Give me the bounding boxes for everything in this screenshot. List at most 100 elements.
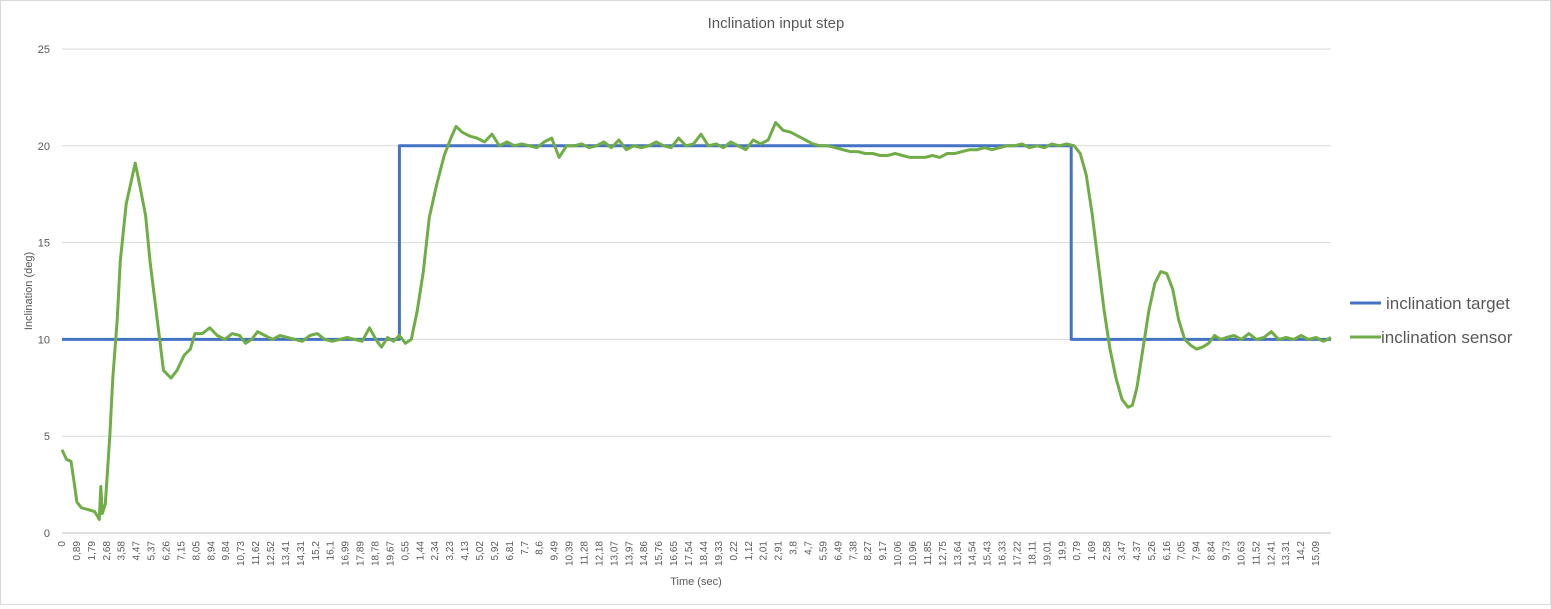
x-tick-label: 10,63 <box>1236 541 1247 566</box>
x-tick-label: 0,55 <box>400 541 411 561</box>
x-tick-label: 4,47 <box>132 541 143 561</box>
x-tick-label: 5,37 <box>147 541 158 561</box>
x-tick-label: 7,05 <box>1177 541 1188 561</box>
x-tick-label: 10,96 <box>908 541 919 566</box>
x-tick-label: 2,34 <box>430 541 441 561</box>
x-tick-label: 8,94 <box>206 541 217 561</box>
x-tick-label: 1,79 <box>87 541 98 561</box>
x-tick-label: 18,78 <box>371 541 382 566</box>
x-tick-label: 13,64 <box>953 541 964 566</box>
x-tick-label: 5,92 <box>490 541 501 561</box>
x-tick-label: 8,27 <box>863 541 874 561</box>
legend: inclination target inclination sensor <box>1350 294 1513 347</box>
x-tick-label: 3,23 <box>445 541 456 561</box>
x-tick-label: 15,76 <box>654 541 665 566</box>
x-tick-label: 3,47 <box>1117 541 1128 561</box>
x-tick-label: 11,62 <box>251 541 262 566</box>
x-tick-label: 2,58 <box>1102 541 1113 561</box>
x-tick-label: 8,05 <box>191 541 202 561</box>
x-tick-label: 16,99 <box>341 541 352 566</box>
gridlines <box>62 48 1331 534</box>
x-tick-label: 12,18 <box>594 541 605 566</box>
x-tick-label: 18,11 <box>1027 541 1038 566</box>
x-tick-label: 6,81 <box>505 541 516 561</box>
x-tick-label: 13,07 <box>609 541 620 566</box>
x-tick-label: 19,67 <box>385 541 396 566</box>
x-tick-label: 10,73 <box>236 541 247 566</box>
series-line-sensor <box>60 121 1332 521</box>
x-tick-label: 13,97 <box>624 541 635 566</box>
x-tick-label: 0,79 <box>1072 541 1083 561</box>
x-tick-label: 12,52 <box>266 541 277 566</box>
x-tick-label: 15,43 <box>983 541 994 566</box>
x-tick-label: 11,28 <box>580 541 591 566</box>
y-tick-label: 10 <box>38 334 50 346</box>
x-tick-label: 6,26 <box>162 541 173 561</box>
x-tick-label: 4,13 <box>460 541 471 561</box>
x-tick-label: 14,2 <box>1296 541 1307 561</box>
x-tick-label: 10,39 <box>565 541 576 566</box>
x-tick-label: 7,7 <box>520 541 531 555</box>
x-tick-label: 0 <box>57 541 68 547</box>
x-tick-label: 13,31 <box>1281 541 1292 566</box>
x-tick-label: 4,7 <box>803 541 814 555</box>
x-tick-label: 9,17 <box>878 541 889 561</box>
x-tick-label: 19,9 <box>1057 541 1068 561</box>
x-tick-label: 16,1 <box>326 541 337 561</box>
x-tick-label: 12,75 <box>938 541 949 566</box>
x-tick-label: 2,91 <box>774 541 785 561</box>
chart-title: Inclination input step <box>708 15 845 32</box>
x-axis-label: Time (sec) <box>670 576 722 588</box>
x-tick-label: 1,12 <box>744 541 755 561</box>
legend-label: inclination sensor <box>1381 328 1513 347</box>
x-tick-label: 1,69 <box>1087 541 1098 561</box>
x-tick-label: 0,89 <box>72 541 83 561</box>
x-tick-label: 13,41 <box>281 541 292 566</box>
x-tick-label: 14,86 <box>639 541 650 566</box>
x-tick-label: 17,54 <box>684 541 695 566</box>
legend-label: inclination target <box>1386 294 1510 313</box>
x-tick-label: 8,84 <box>1207 541 1218 561</box>
x-tick-label: 9,49 <box>550 541 561 561</box>
x-tick-label: 7,38 <box>848 541 859 561</box>
x-tick-label: 19,01 <box>1042 541 1053 566</box>
x-tick-label: 14,31 <box>296 541 307 566</box>
x-tick-label: 0,22 <box>729 541 740 561</box>
x-tick-label: 10,06 <box>893 541 904 566</box>
series-lines <box>60 121 1332 521</box>
x-tick-label: 15,09 <box>1311 541 1322 566</box>
x-tick-label: 3,58 <box>117 541 128 561</box>
x-tick-label: 7,94 <box>1192 541 1203 561</box>
x-tick-label: 4,37 <box>1132 541 1143 561</box>
y-tick-label: 0 <box>44 528 50 540</box>
x-tick-label: 6,49 <box>833 541 844 561</box>
x-tick-label: 16,33 <box>998 541 1009 566</box>
x-tick-label: 16,65 <box>669 541 680 566</box>
x-tick-label: 12,41 <box>1266 541 1277 566</box>
x-tick-label: 11,85 <box>923 541 934 566</box>
x-tick-label: 17,89 <box>356 541 367 566</box>
x-tick-label: 7,15 <box>176 541 187 561</box>
y-tick-labels: 0 5 10 15 20 25 <box>38 44 50 540</box>
x-tick-label: 2,68 <box>102 541 113 561</box>
x-tick-label: 9,84 <box>221 541 232 561</box>
x-tick-label: 3,8 <box>789 541 800 555</box>
x-tick-label: 5,26 <box>1147 541 1158 561</box>
y-axis-label: Inclination (deg) <box>23 252 35 330</box>
x-tick-label: 19,33 <box>714 541 725 566</box>
x-tick-labels: 0 0,89 1,79 2,68 3,58 4,47 5,37 6,26 7,15 8,05 8,9… <box>57 541 1322 566</box>
x-tick-label: 14,54 <box>968 541 979 566</box>
x-tick-label: 8,6 <box>535 541 546 555</box>
x-tick-label: 1,44 <box>415 541 426 561</box>
y-tick-label: 20 <box>38 141 50 153</box>
y-tick-label: 25 <box>38 44 50 56</box>
x-tick-label: 9,73 <box>1221 541 1232 561</box>
x-tick-label: 5,59 <box>818 541 829 561</box>
y-tick-label: 15 <box>38 238 50 250</box>
x-tick-label: 11,52 <box>1251 541 1262 566</box>
x-tick-label: 6,16 <box>1162 541 1173 561</box>
x-tick-label: 17,22 <box>1012 541 1023 566</box>
x-tick-label: 18,44 <box>699 541 710 566</box>
